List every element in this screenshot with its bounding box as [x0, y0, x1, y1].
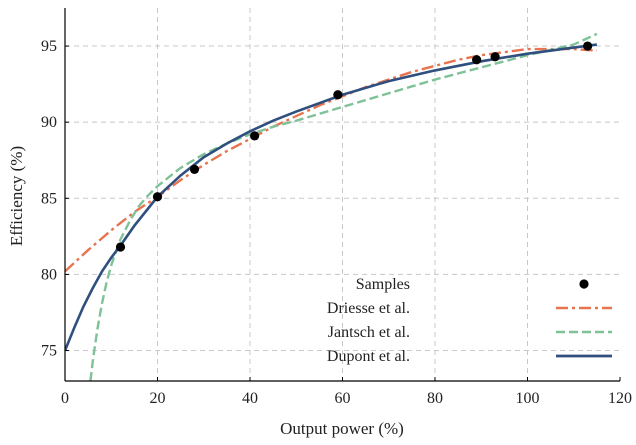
y-tick-label: 95 [41, 38, 57, 55]
x-tick-label: 80 [427, 390, 443, 407]
series-line-driesse-et-al [65, 49, 597, 271]
x-tick-label: 120 [608, 390, 632, 407]
x-axis-label: Output power (%) [280, 419, 404, 438]
sample-point [153, 192, 162, 201]
sample-point [250, 131, 259, 140]
legend-label: Driesse et al. [327, 300, 410, 317]
x-tick-label: 20 [150, 390, 166, 407]
y-axis-label: Efficiency (%) [7, 146, 26, 246]
sample-point [491, 52, 500, 61]
legend-label: Dupont et al. [327, 348, 410, 365]
x-tick-label: 40 [242, 390, 258, 407]
legend-label: Samples [356, 276, 410, 293]
sample-point [333, 90, 342, 99]
x-tick-label: 60 [335, 390, 351, 407]
y-tick-label: 75 [41, 343, 57, 360]
samples-layer [116, 41, 592, 251]
sample-point [116, 242, 125, 251]
y-tick-label: 85 [41, 190, 57, 207]
sample-point [583, 41, 592, 50]
sample-point [472, 55, 481, 64]
x-tick-label: 100 [516, 390, 540, 407]
legend: Samples Driesse et al. Jantsch et al. Dupon… [327, 276, 612, 365]
x-tick-label: 0 [61, 390, 69, 407]
y-tick-label: 80 [41, 266, 57, 283]
y-tick-label: 90 [41, 114, 57, 131]
legend-label: Jantsch et al. [328, 324, 410, 341]
sample-point [190, 165, 199, 174]
legend-marker-samples [579, 279, 588, 288]
